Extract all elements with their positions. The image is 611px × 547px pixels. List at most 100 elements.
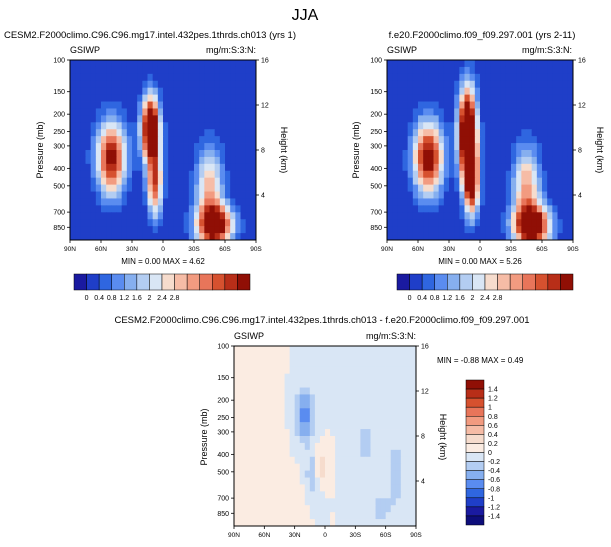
heatmap-cell xyxy=(309,491,316,499)
heatmap-cell xyxy=(106,150,112,158)
heatmap-cell xyxy=(454,122,460,130)
heatmap-cell xyxy=(395,429,402,437)
heatmap-cell xyxy=(474,177,481,186)
colorbar-swatch xyxy=(465,452,485,462)
y-tick-label: 500 xyxy=(217,469,229,476)
heatmap-cell xyxy=(279,498,285,506)
heatmap-cell xyxy=(390,352,397,361)
heatmap-cell xyxy=(370,352,376,361)
heatmap-cell xyxy=(325,394,331,402)
heatmap-cell xyxy=(219,219,226,227)
x-tick-label: 60N xyxy=(412,246,424,253)
heatmap-cell xyxy=(90,129,97,137)
heatmap-cell xyxy=(269,387,275,395)
heatmap-cell xyxy=(335,366,341,375)
heatmap-cell xyxy=(70,191,76,199)
heatmap-cell xyxy=(385,449,392,458)
heatmap-cell xyxy=(249,373,255,382)
heatmap-cell xyxy=(397,226,403,234)
heatmap-cell xyxy=(157,184,164,192)
heatmap-cell xyxy=(95,129,102,137)
heatmap-cell xyxy=(418,191,424,199)
heatmap-cell xyxy=(168,80,174,89)
heatmap-cell xyxy=(505,150,512,158)
heatmap-cell xyxy=(250,191,257,199)
heatmap-cell xyxy=(397,233,403,241)
heatmap-cell xyxy=(132,108,138,116)
heatmap-cell xyxy=(464,170,471,179)
heatmap-cell xyxy=(152,115,159,123)
heatmap-cell xyxy=(531,184,538,192)
heatmap-cell xyxy=(254,470,260,478)
heatmap-cell xyxy=(562,66,569,75)
left-ylabel: Pressure (mb) xyxy=(35,121,45,178)
heatmap-cell xyxy=(542,233,548,241)
heatmap-cell xyxy=(240,191,247,199)
heatmap-cell xyxy=(132,156,138,165)
heatmap-cell xyxy=(330,359,336,368)
heatmap-cell xyxy=(269,422,275,430)
heatmap-cell xyxy=(438,226,445,234)
heatmap-cell xyxy=(85,150,92,158)
heatmap-cell xyxy=(552,80,558,89)
heatmap-cell xyxy=(132,212,138,220)
heatmap-cell xyxy=(485,212,491,220)
heatmap-cell xyxy=(392,219,398,227)
heatmap-cell xyxy=(380,463,387,472)
heatmap-cell xyxy=(365,422,371,430)
heatmap-cell xyxy=(240,143,247,151)
heatmap-cell xyxy=(194,129,200,137)
heatmap-cell xyxy=(454,108,460,116)
heatmap-cell xyxy=(274,366,280,375)
heatmap-cell xyxy=(304,359,311,368)
heatmap-cell xyxy=(542,87,548,96)
heatmap-cell xyxy=(495,191,502,199)
heatmap-cell xyxy=(264,408,270,416)
heatmap-cell xyxy=(485,205,491,213)
heatmap-cell xyxy=(405,422,412,430)
heatmap-cell xyxy=(75,129,81,137)
heatmap-cell xyxy=(249,415,255,423)
heatmap-cell xyxy=(365,456,371,465)
heatmap-cell xyxy=(325,519,331,527)
heatmap-cell xyxy=(314,394,321,402)
heatmap-cell xyxy=(365,505,371,513)
heatmap-cell xyxy=(111,101,117,109)
heatmap-cell xyxy=(225,136,231,144)
heatmap-cell xyxy=(309,505,316,513)
heatmap-cell xyxy=(511,212,517,220)
heatmap-cell xyxy=(250,129,257,137)
heatmap-cell xyxy=(142,80,148,89)
heatmap-cell xyxy=(360,442,366,451)
heatmap-cell xyxy=(209,150,216,158)
heatmap-cell xyxy=(350,359,356,368)
heatmap-cell xyxy=(126,191,133,199)
heatmap-cell xyxy=(95,233,102,241)
heatmap-cell xyxy=(80,122,86,130)
heatmap-cell xyxy=(279,512,285,520)
heatmap-cell xyxy=(101,115,107,123)
heatmap-cell xyxy=(330,463,336,472)
heatmap-cell xyxy=(244,498,250,506)
heatmap-cell xyxy=(116,163,123,172)
heatmap-cell xyxy=(536,150,543,158)
heatmap-cell xyxy=(75,150,81,158)
heatmap-cell xyxy=(395,422,402,430)
heatmap-cell xyxy=(199,73,205,82)
heatmap-cell xyxy=(178,101,185,109)
heatmap-cell xyxy=(163,136,169,144)
heatmap-cell xyxy=(500,66,507,75)
heatmap-cell xyxy=(392,73,398,82)
heatmap-cell xyxy=(345,373,351,382)
heatmap-cell xyxy=(95,108,102,116)
heatmap-cell xyxy=(214,143,221,151)
heatmap-cell xyxy=(111,156,117,165)
heatmap-cell xyxy=(80,129,86,137)
heatmap-cell xyxy=(562,73,569,82)
heatmap-cell xyxy=(163,101,169,109)
heatmap-cell xyxy=(423,94,429,102)
heatmap-cell xyxy=(526,80,533,89)
heatmap-cell xyxy=(521,226,527,234)
heatmap-cell xyxy=(385,366,392,375)
heatmap-cell xyxy=(183,156,190,165)
